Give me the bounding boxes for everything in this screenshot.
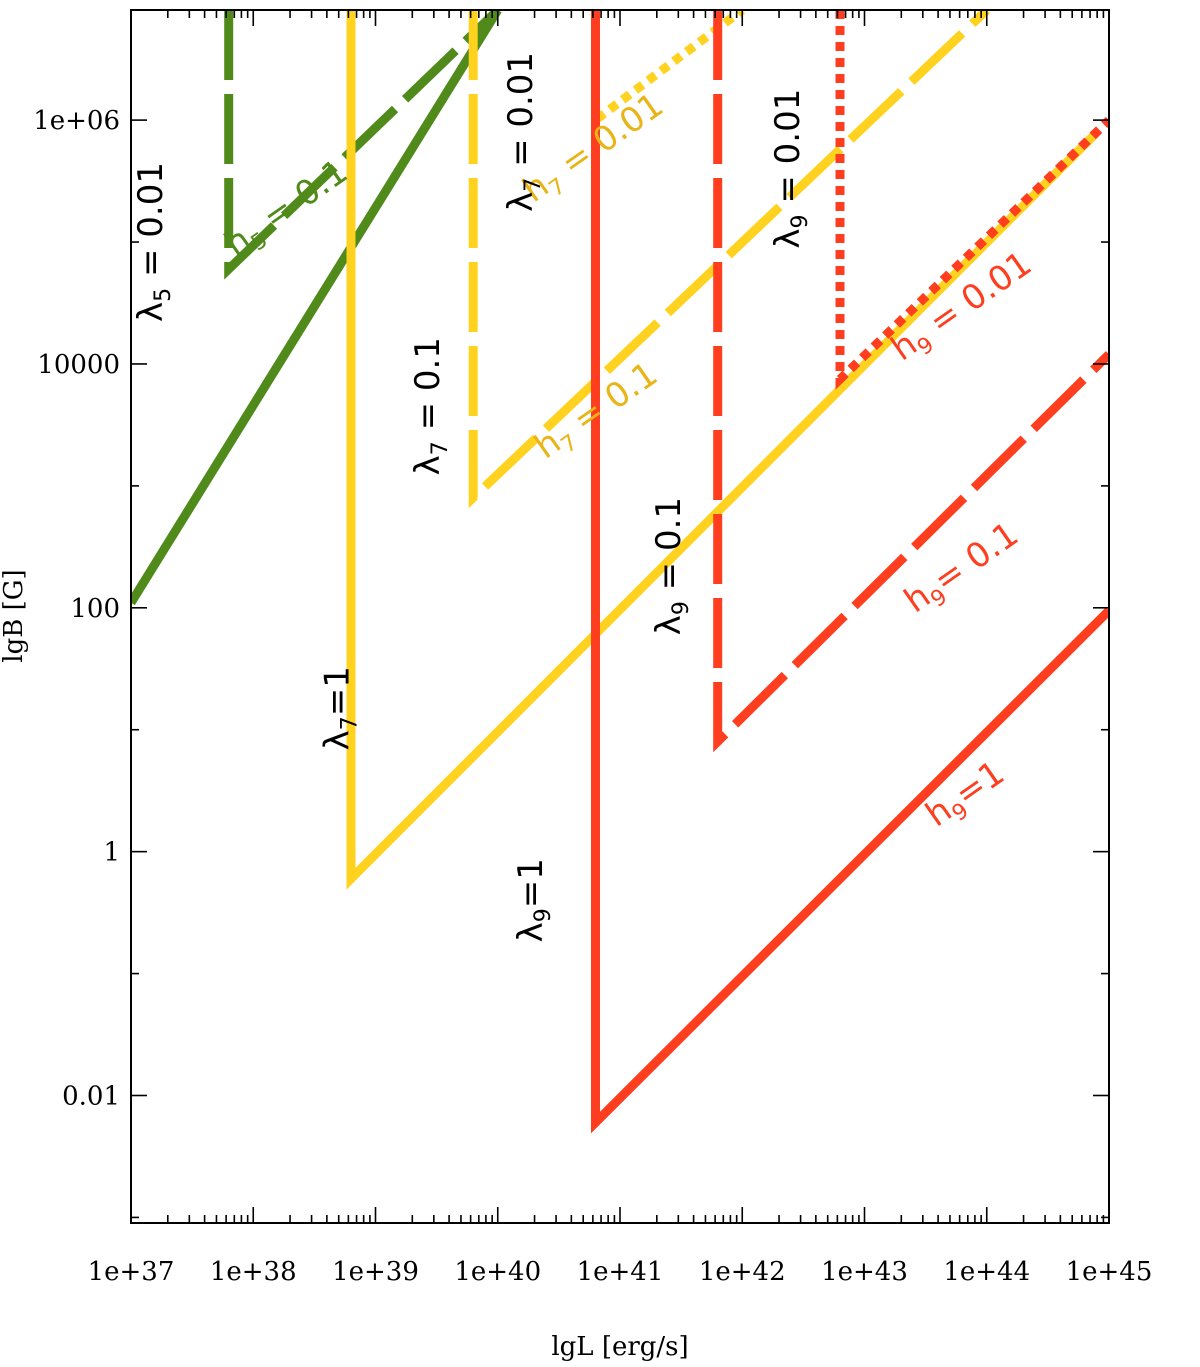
x-tick-label: 1e+44: [943, 1257, 1030, 1287]
series-layer: [131, 10, 1109, 1134]
x-axis-title: lgL [erg/s]: [551, 1332, 688, 1362]
x-tick-label: 1e+39: [332, 1257, 419, 1287]
curve-label-10: λ9 = 0.01: [768, 89, 813, 249]
series-line-6: [591, 10, 1109, 1134]
x-tick-label: 1e+43: [821, 1257, 908, 1287]
y-tick-label: 1e+06: [33, 106, 120, 136]
x-tick-label: 1e+38: [210, 1257, 297, 1287]
x-tick-label: 1e+41: [577, 1257, 664, 1287]
tick-layer: 1e+37 1e+38 1e+39 1e+40 1e+41 1e+42 1e+43 1e+44…: [33, 10, 1152, 1287]
curve-label-3: λ7=1: [317, 666, 362, 750]
x-tick-label: 1e+37: [88, 1257, 175, 1287]
series-line-8: [835, 10, 1109, 390]
series-line-7: [713, 10, 1109, 753]
curve-label-8: λ9=1: [511, 858, 556, 942]
curve-label-9: λ9 = 0.1: [649, 497, 694, 635]
y-axis-title: lgB [G]: [0, 569, 29, 662]
curve-label-4: λ7 = 0.1: [408, 337, 453, 475]
x-tick-label: 1e+40: [454, 1257, 541, 1287]
y-tick-label: 1: [103, 838, 120, 868]
curve-label-6: λ7 = 0.01: [501, 52, 546, 212]
x-tick-label: 1e+45: [1066, 1257, 1153, 1287]
curve-label-1: λ5 = 0.01: [131, 162, 176, 322]
x-tick-label: 1e+42: [699, 1257, 786, 1287]
series-line-4: [468, 10, 990, 509]
series-line-2: [224, 10, 501, 280]
series-line-1: [131, 10, 502, 606]
y-tick-label: 10000: [37, 350, 120, 380]
y-tick-label: 0.01: [62, 1081, 120, 1111]
y-tick-label: 100: [70, 594, 120, 624]
series-line-3: [346, 10, 1101, 890]
